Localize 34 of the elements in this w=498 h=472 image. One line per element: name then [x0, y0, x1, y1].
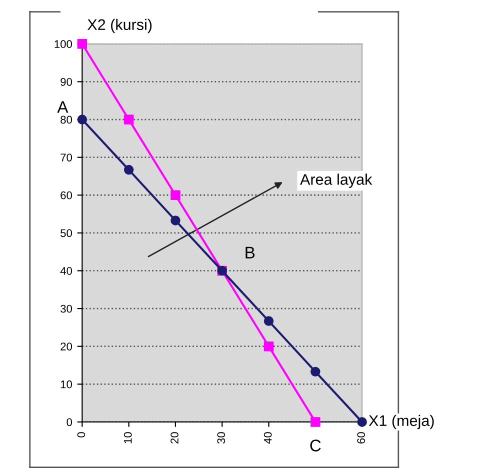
y-tick-label: 90: [60, 78, 72, 86]
y-tick-label: 100: [54, 40, 72, 48]
x-tick-label: 10: [124, 432, 132, 444]
y-tick-label: 10: [60, 380, 72, 388]
point: [77, 39, 88, 49]
x-tick-label: 40: [264, 432, 272, 444]
point: [170, 190, 180, 200]
y-tick-label: 50: [60, 229, 72, 238]
y-tick-label: 60: [60, 191, 72, 200]
point: [77, 114, 88, 124]
y-tick-label: 30: [60, 304, 72, 313]
point: [310, 366, 320, 377]
y-axis-title: X2 (kursi): [87, 18, 152, 34]
point: [124, 164, 134, 175]
y-tick-label: 40: [60, 267, 72, 275]
y-tick-label: 70: [60, 154, 72, 162]
x-tick-label: 60: [357, 432, 366, 444]
point: [170, 216, 180, 226]
y-tick-label: 20: [60, 342, 72, 350]
point: [264, 316, 274, 326]
x-tick-label: 0: [77, 432, 86, 438]
point: [264, 341, 274, 352]
annotation: C: [310, 440, 321, 452]
point: [357, 417, 367, 427]
x-tick-label: 30: [217, 432, 226, 444]
y-tick-label: 80: [60, 116, 72, 124]
x-axis-title: X1 (meja): [368, 414, 434, 430]
point: [310, 417, 320, 427]
annotation: Area layak: [300, 174, 372, 188]
y-tick-label: 0: [66, 418, 72, 426]
point: [124, 114, 134, 124]
annotation: B: [246, 246, 255, 258]
annotation: A: [57, 101, 68, 113]
x-tick-label: 20: [170, 432, 178, 444]
